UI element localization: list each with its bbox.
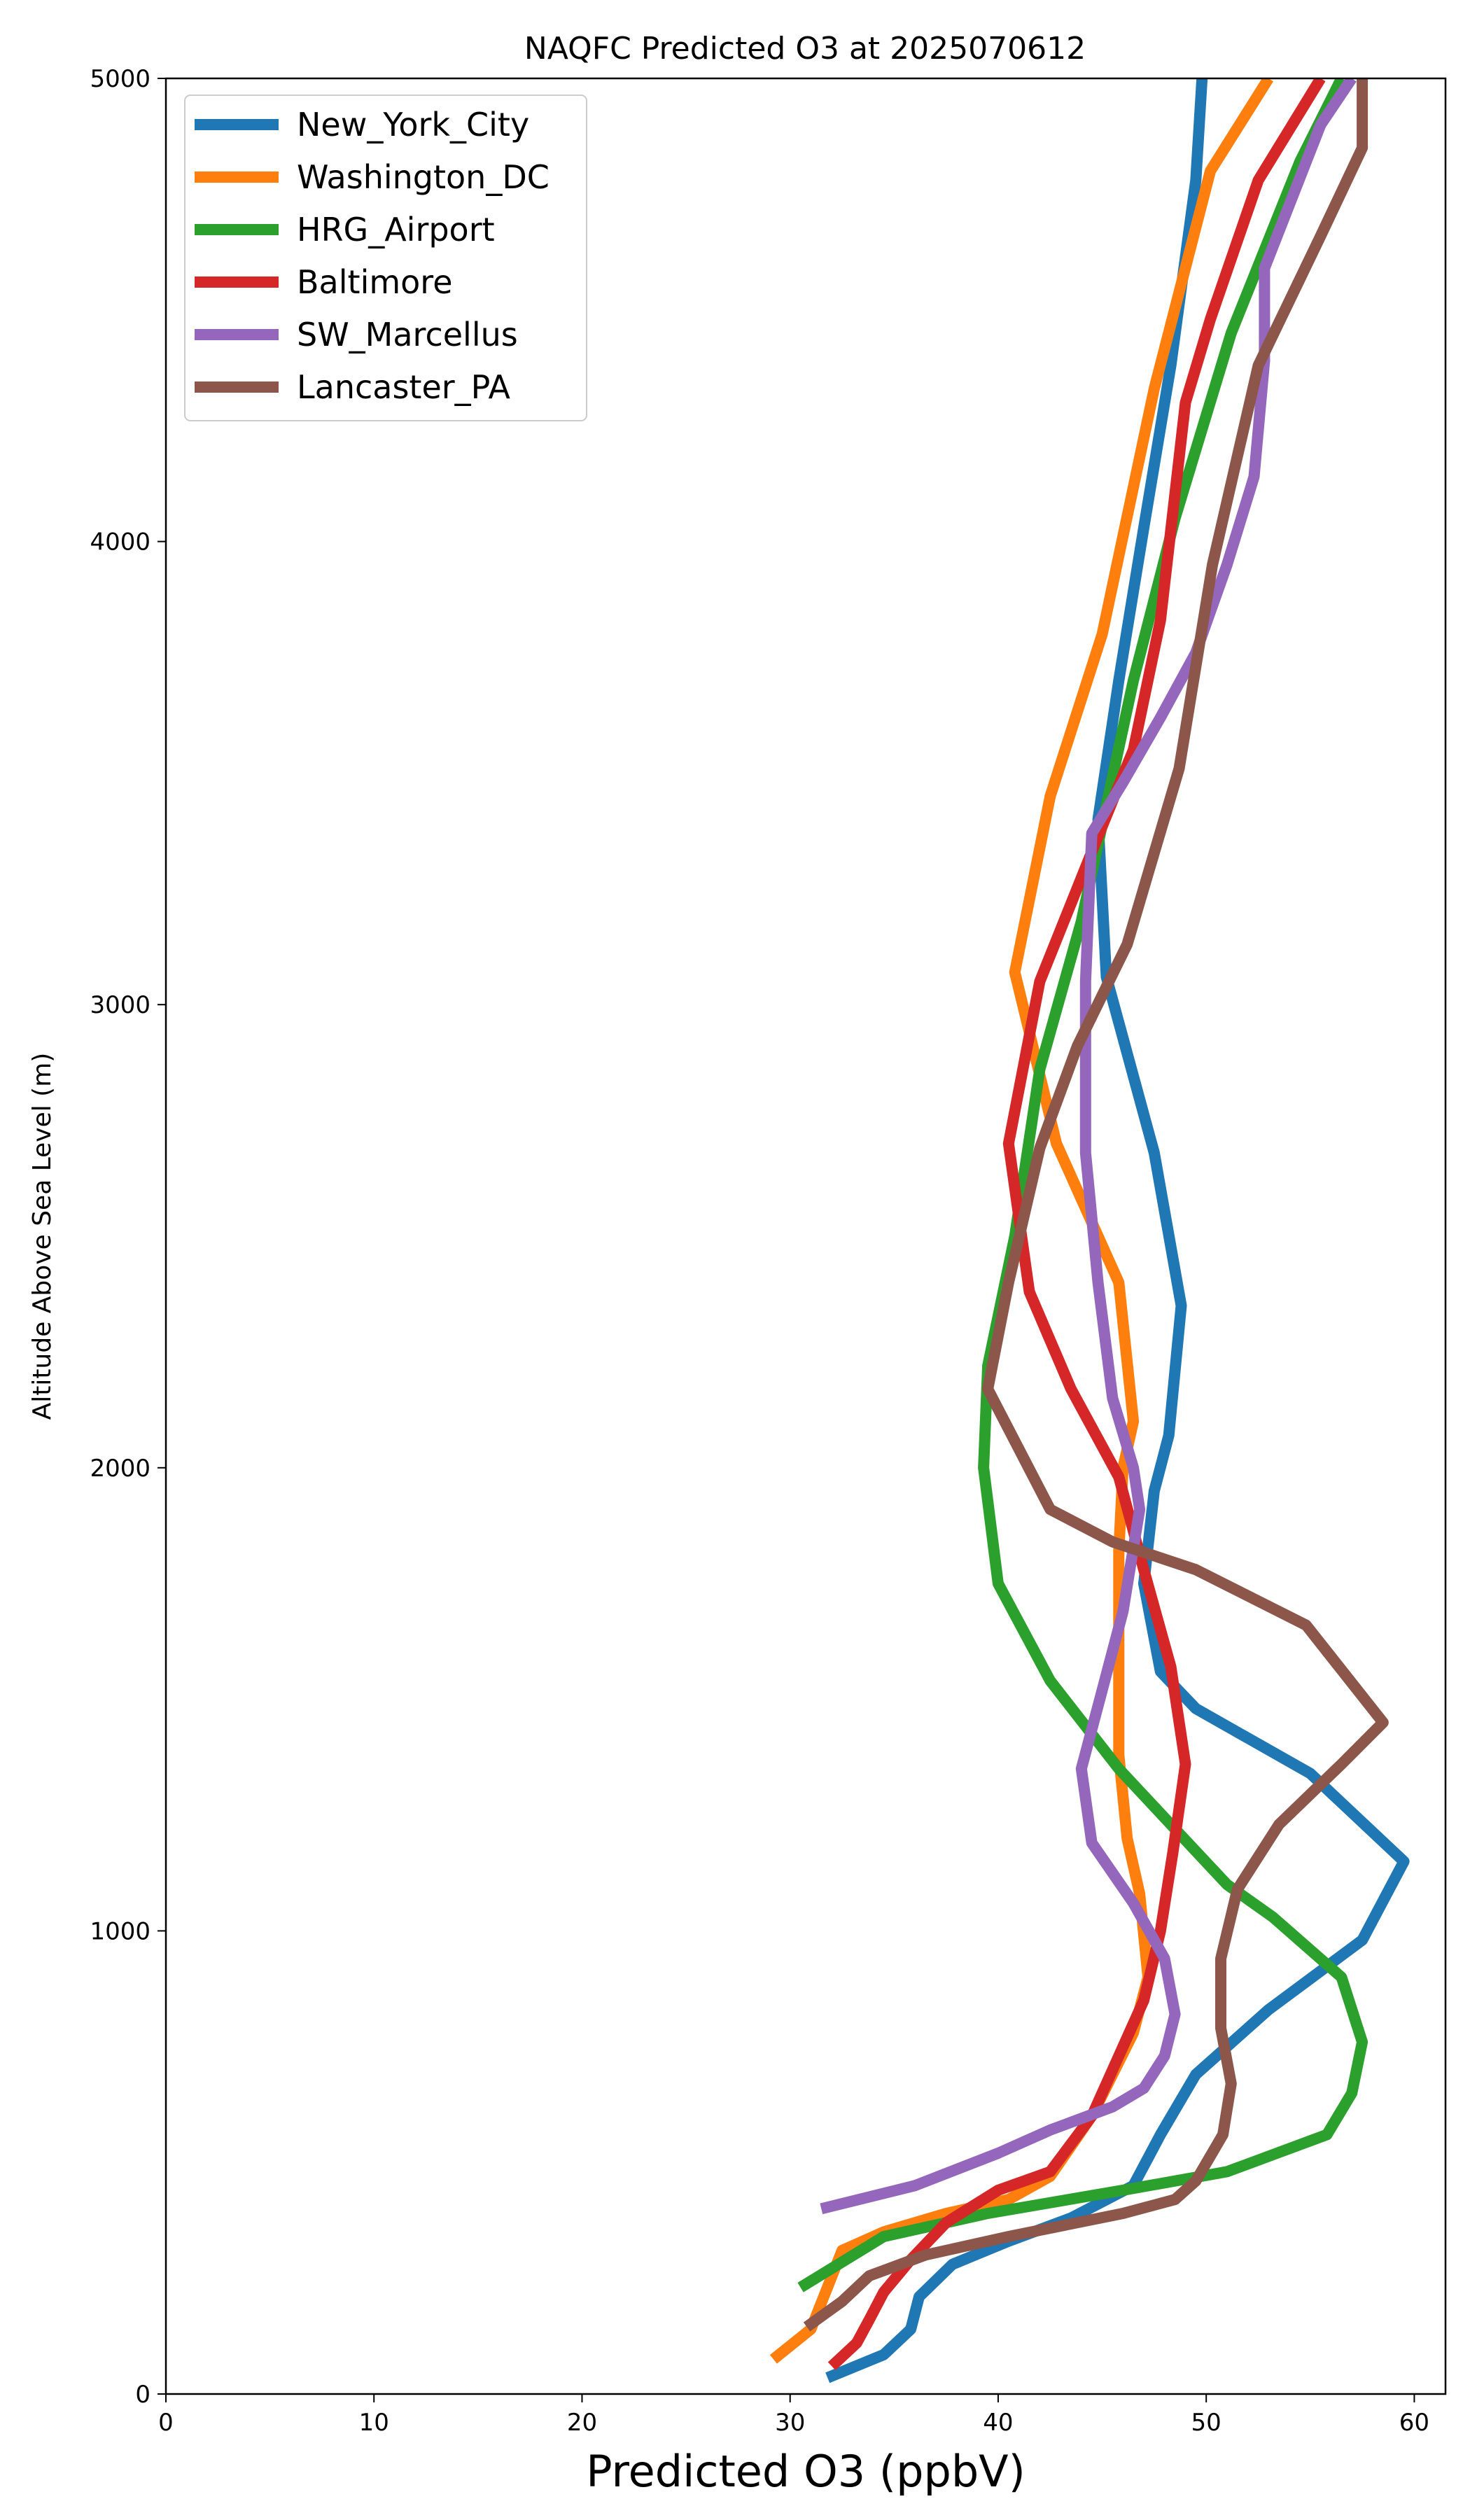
x-tick-label: 60 — [1399, 2409, 1429, 2437]
series-line-new-york-city — [825, 78, 1410, 2384]
legend-box — [184, 94, 587, 421]
series-line-hrg-airport — [797, 78, 1368, 2292]
x-tick-label: 40 — [983, 2409, 1013, 2437]
series-line-washington-dc — [769, 78, 1274, 2364]
legend-label: HRG_Airport — [297, 211, 495, 248]
chart-title: NAQFC Predicted O3 at 2025070612 — [524, 31, 1086, 66]
legend-label: Washington_DC — [297, 158, 550, 196]
legend-label: Lancaster_PA — [297, 368, 510, 406]
y-axis: 0 1000 2000 3000 4000 5000 — [90, 65, 166, 2409]
x-axis: 0 10 20 30 40 50 60 — [158, 2394, 1429, 2437]
legend: New_York_City Washington_DC HRG_Airport Bal… — [184, 94, 587, 421]
y-tick-label: 4000 — [90, 528, 150, 556]
series-layer — [769, 78, 1410, 2384]
x-tick-label: 10 — [359, 2409, 389, 2437]
y-tick-label: 2000 — [90, 1455, 150, 1483]
y-tick-label: 1000 — [90, 1917, 150, 1945]
legend-label: SW_Marcellus — [297, 316, 518, 354]
y-tick-label: 3000 — [90, 991, 150, 1019]
legend-label: Baltimore — [297, 263, 453, 301]
series-line-lancaster-pa — [803, 78, 1389, 2332]
y-axis-label: Altitude Above Sea Level (m) — [28, 1053, 57, 1420]
x-tick-label: 20 — [567, 2409, 597, 2437]
plot-area-frame — [164, 77, 1447, 2395]
series-line-sw-marcellus — [820, 78, 1357, 2215]
y-tick-label: 0 — [135, 2381, 150, 2409]
series-line-baltimore — [827, 78, 1326, 2371]
x-tick-label: 30 — [775, 2409, 805, 2437]
y-tick-label: 5000 — [90, 65, 150, 93]
x-tick-label: 0 — [158, 2409, 174, 2437]
x-tick-label: 50 — [1191, 2409, 1222, 2437]
legend-label: New_York_City — [297, 106, 529, 144]
x-axis-label: Predicted O3 (ppbV) — [586, 2446, 1026, 2497]
